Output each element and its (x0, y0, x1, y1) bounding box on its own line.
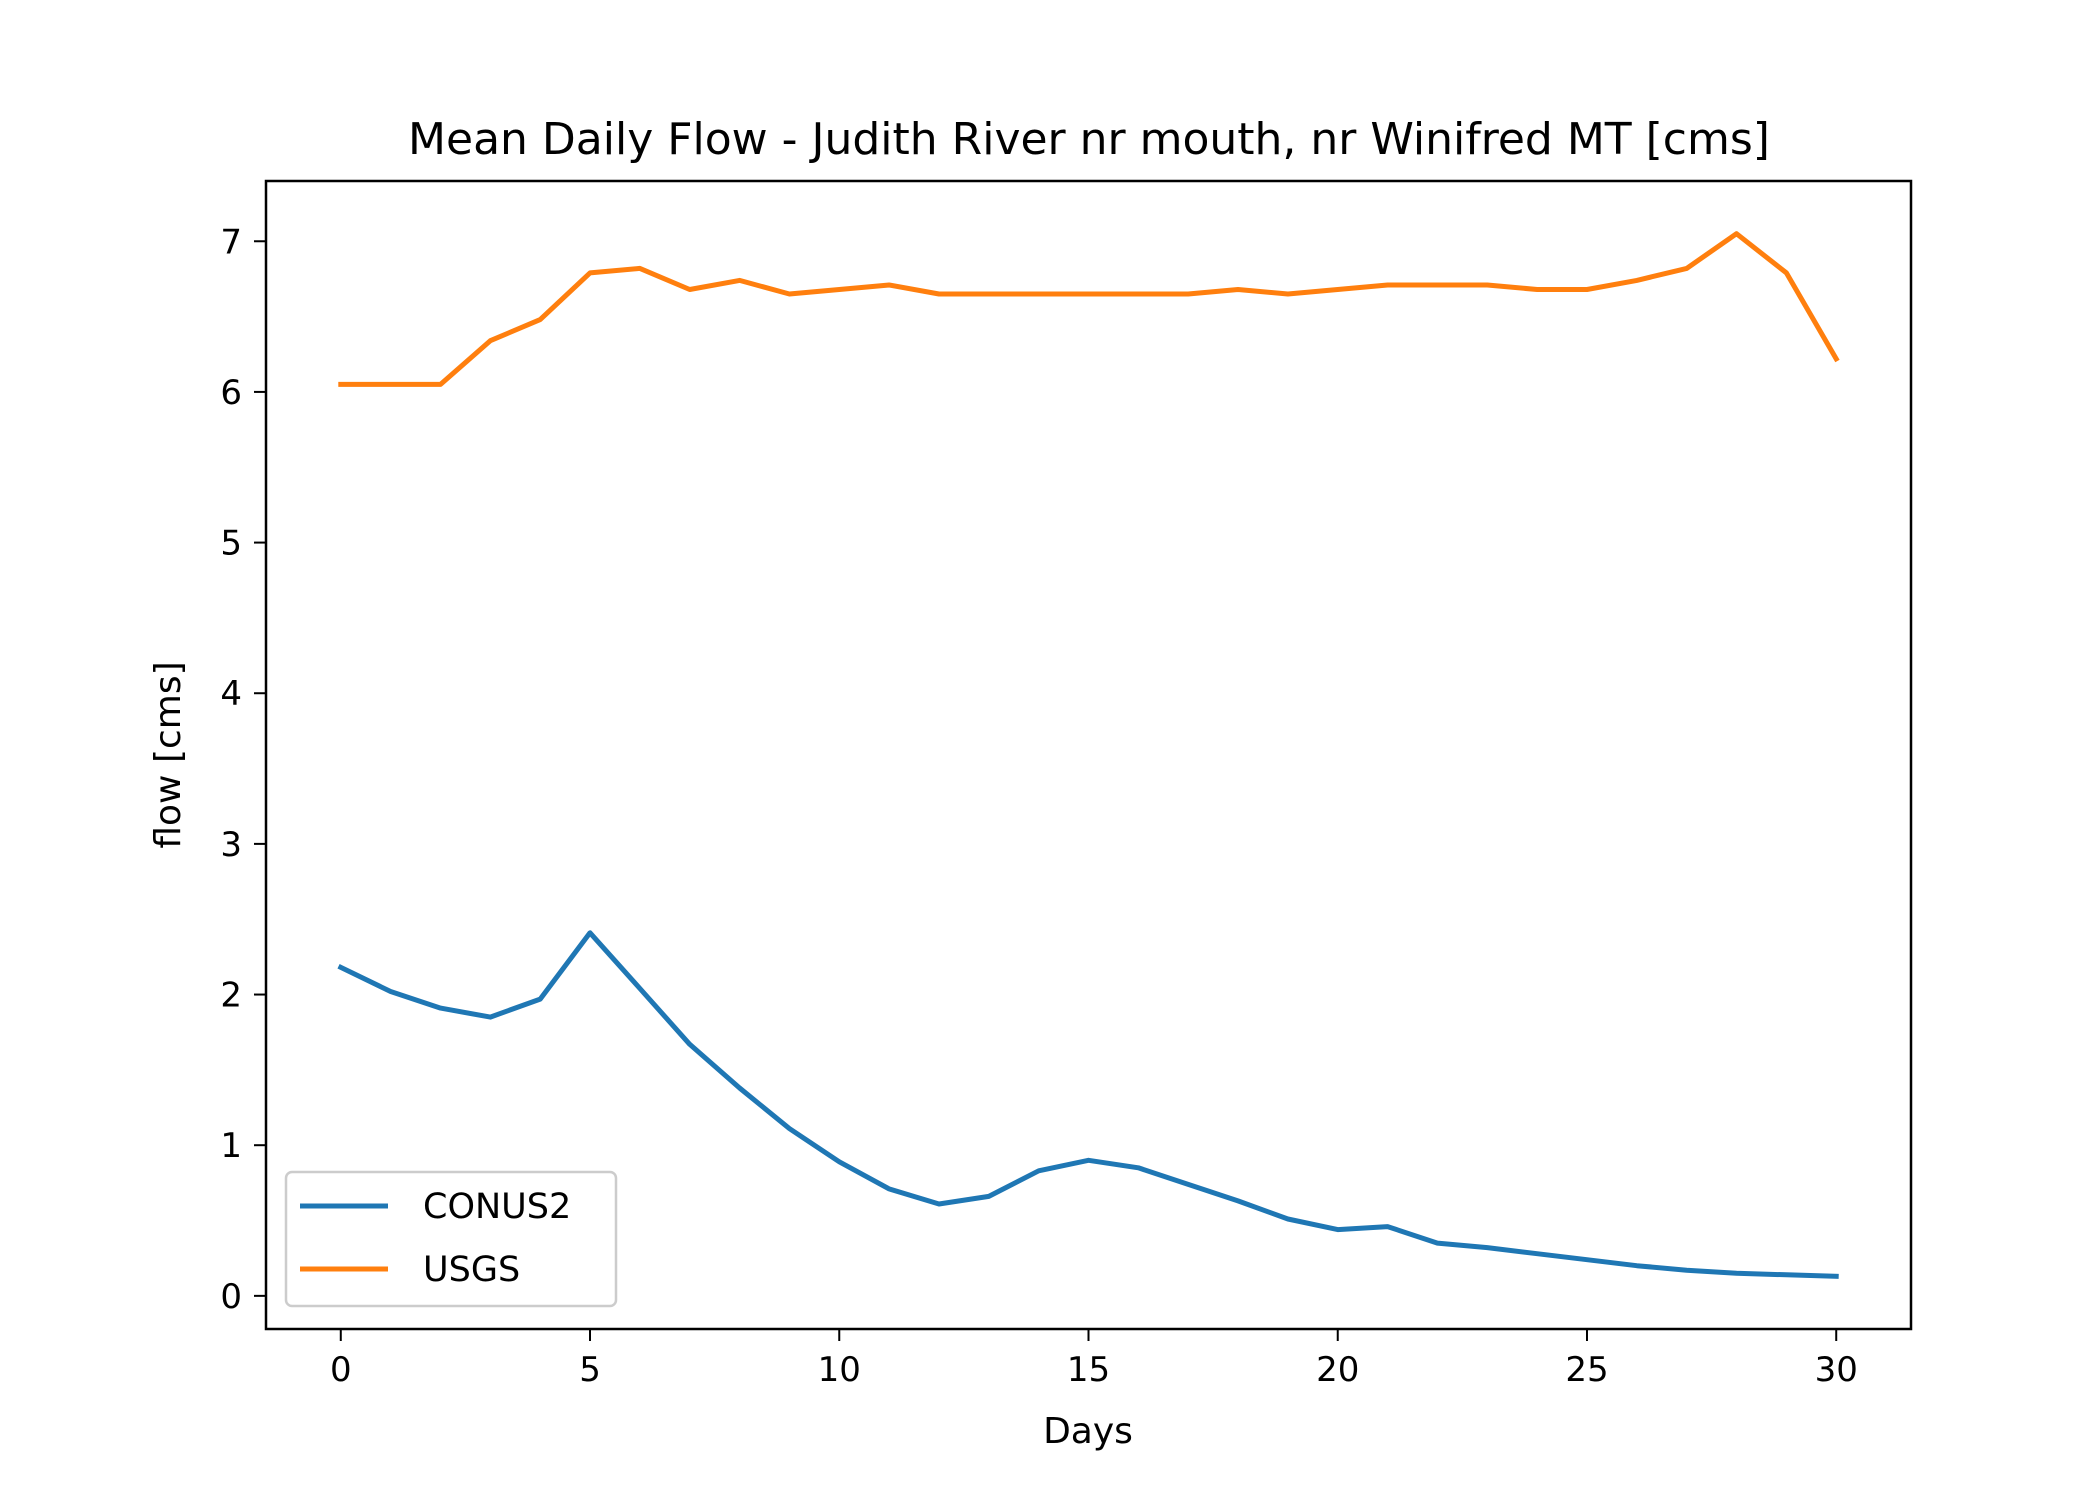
x-tick-label: 5 (579, 1350, 601, 1390)
legend-label-usgs: USGS (423, 1250, 520, 1290)
series-lines (337, 231, 1840, 1279)
y-tick-label: 4 (220, 674, 242, 714)
x-tick-label: 0 (330, 1350, 352, 1390)
x-axis-label: Days (1043, 1411, 1133, 1452)
series-line-conus2 (337, 930, 1839, 1279)
legend: CONUS2 USGS (284, 1170, 618, 1308)
y-tick-label: 6 (220, 373, 242, 413)
plot-area (264, 179, 1913, 1331)
y-axis-label: flow [cms] (148, 661, 189, 848)
y-tick-label: 1 (220, 1126, 242, 1166)
x-tick-label: 20 (1316, 1350, 1359, 1390)
y-tick-label: 3 (220, 825, 242, 865)
y-tick-label: 0 (220, 1277, 242, 1317)
y-tick-label: 2 (220, 976, 242, 1016)
chart-title: Mean Daily Flow - Judith River nr mouth,… (408, 114, 1770, 165)
x-tick-label: 25 (1565, 1350, 1608, 1390)
y-tick-label: 7 (220, 222, 242, 262)
y-tick-label: 5 (220, 524, 242, 564)
y-axis: 0 1 2 3 4 5 6 7 (220, 222, 266, 1317)
x-tick-label: 30 (1815, 1350, 1858, 1390)
plot-frame (264, 179, 1913, 1331)
series-line-usgs (338, 231, 1840, 387)
x-axis: 0 5 10 15 20 25 30 (330, 1329, 1858, 1390)
legend-label-conus2: CONUS2 (423, 1187, 571, 1227)
x-tick-label: 15 (1067, 1350, 1110, 1390)
x-tick-label: 10 (818, 1350, 861, 1390)
